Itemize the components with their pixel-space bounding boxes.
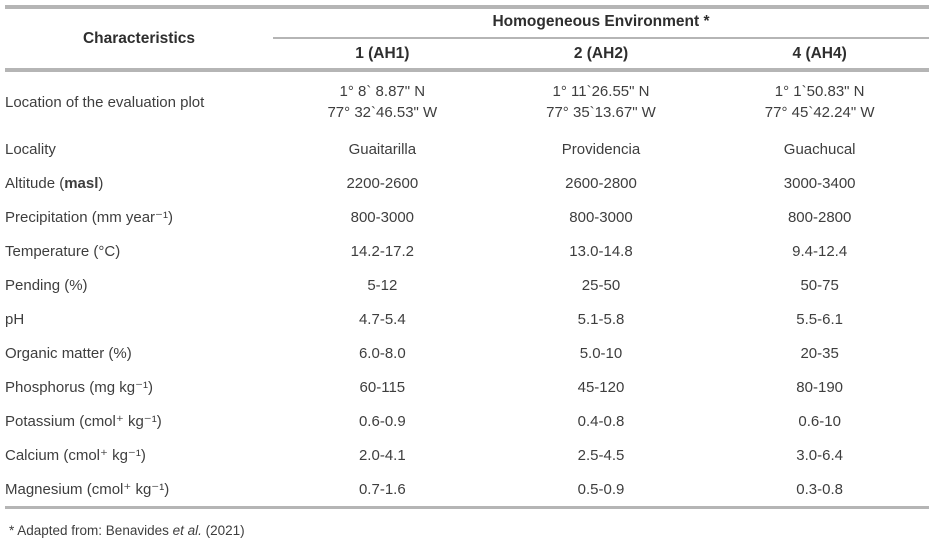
cell-value: 5.5-6.1 <box>796 310 843 328</box>
row-label: Temperature (°C) <box>5 242 121 260</box>
table-row-locality: Locality Guaitarilla Providencia Guachuc… <box>5 132 929 166</box>
label-prefix: Altitude ( <box>5 174 65 192</box>
coordinate-line: 1° 1`50.83" N <box>774 83 865 100</box>
label-bold: masl <box>64 174 99 192</box>
cell-value: 25-50 <box>581 276 621 294</box>
cell-value: 2.0-4.1 <box>358 446 406 464</box>
table-row-potassium: Potassium (cmol⁺ kg⁻¹) 0.6-0.9 0.4-0.8 0… <box>5 404 929 438</box>
row-label: pH <box>5 310 25 328</box>
cell-value: 1° 1`50.83" N 77° 45`42.24" W <box>710 70 929 132</box>
cell-value: 4.7-5.4 <box>358 310 406 328</box>
coordinate-line: 77° 45`42.24" W <box>764 104 875 121</box>
footnote-italic: et al. <box>172 523 202 538</box>
cell-value: 50-75 <box>800 276 839 294</box>
table-row-temperature: Temperature (°C) 14.2-17.2 13.0-14.8 9.4… <box>5 234 929 268</box>
cell-value: 0.4-0.8 <box>577 412 625 430</box>
cell-value: 2200-2600 <box>346 174 419 192</box>
row-label: Locality <box>5 140 56 158</box>
cell-value: 60-115 <box>359 378 406 396</box>
cell-value: 0.6-0.9 <box>358 412 406 430</box>
col-header-ah4: 4 (AH4) <box>710 38 929 72</box>
table-row-calcium: Calcium (cmol⁺ kg⁻¹) 2.0-4.1 2.5-4.5 3.0… <box>5 438 929 472</box>
cell-value: 20-35 <box>800 344 839 362</box>
table-header: Characteristics Homogeneous Environment … <box>5 7 929 72</box>
row-label: Pending (%) <box>5 276 88 294</box>
row-label: Precipitation (mm year⁻¹) <box>5 209 173 226</box>
cell-value: Guaitarilla <box>348 140 417 158</box>
footnote-suffix: (2021) <box>201 523 245 538</box>
row-label: Magnesium (cmol⁺ kg⁻¹) <box>5 472 273 509</box>
group-header-row: Characteristics Homogeneous Environment … <box>5 7 929 72</box>
cell-value: 1° 8` 8.87" N 77° 32`46.53" W <box>273 70 492 132</box>
table-body: Location of the evaluation plot 1° 8` 8.… <box>5 70 929 509</box>
cell-value: 3000-3400 <box>783 174 856 192</box>
cell-value: Guachucal <box>783 140 856 158</box>
cell-value: 3.0-6.4 <box>796 446 843 464</box>
group-header: Homogeneous Environment * <box>273 7 929 39</box>
table-row-magnesium: Magnesium (cmol⁺ kg⁻¹) 0.7-1.6 0.5-0.9 0… <box>5 472 929 509</box>
cell-value: 800-3000 <box>350 208 415 226</box>
coordinate-line: 1° 8` 8.87" N <box>339 83 426 100</box>
footnote-prefix: * Adapted from: Benavides <box>9 523 173 538</box>
cell-value: 5.0-10 <box>579 344 623 362</box>
table-row-organic-matter: Organic matter (%) 6.0-8.0 5.0-10 20-35 <box>5 336 929 370</box>
table-row-pending: Pending (%) 5-12 25-50 50-75 <box>5 268 929 302</box>
characteristics-table: Characteristics Homogeneous Environment … <box>5 5 929 509</box>
table-row-phosphorus: Phosphorus (mg kg⁻¹) 60-115 45-120 80-19… <box>5 370 929 404</box>
cell-value: 800-3000 <box>569 208 633 226</box>
label-suffix: ) <box>98 174 104 192</box>
column-header-row: 1 (AH1) 2 (AH2) 4 (AH4) <box>5 38 929 72</box>
table-row-precipitation: Precipitation (mm year⁻¹) 800-3000 800-3… <box>5 200 929 234</box>
row-label: Potassium (cmol⁺ kg⁻¹) <box>5 413 162 430</box>
row-label: Organic matter (%) <box>5 344 132 362</box>
table-footnote: * Adapted from: Benavides et al. (2021) <box>9 523 929 538</box>
cell-value: 2.5-4.5 <box>577 446 625 464</box>
cell-value: 0.6-10 <box>798 412 841 430</box>
cell-value: 14.2-17.2 <box>350 242 415 260</box>
cell-value: 1° 11`26.55" N 77° 35`13.67" W <box>492 70 711 132</box>
table-row-altitude: Altitude (masl) 2200-2600 2600-2800 3000… <box>5 166 929 200</box>
cell-value: 80-190 <box>796 378 844 396</box>
cell-value: 0.7-1.6 <box>273 472 492 509</box>
coordinate-line: 1° 11`26.55" N <box>552 83 650 100</box>
cell-value: 2600-2800 <box>565 174 637 192</box>
cell-value: 0.5-0.9 <box>491 472 711 509</box>
cell-value: 6.0-8.0 <box>358 344 406 362</box>
cell-value: Providencia <box>561 140 641 158</box>
cell-value: 13.0-14.8 <box>569 242 633 260</box>
row-label: Altitude (masl) <box>5 166 273 200</box>
cell-value: 5-12 <box>367 276 398 294</box>
table-row-ph: pH 4.7-5.4 5.1-5.8 5.5-6.1 <box>5 302 929 336</box>
cell-value: 9.4-12.4 <box>792 242 848 260</box>
coordinate-line: 77° 35`13.67" W <box>546 104 656 121</box>
cell-value: 800-2800 <box>787 208 852 226</box>
cell-value: 5.1-5.8 <box>577 310 625 328</box>
cell-value: 0.3-0.8 <box>710 472 929 509</box>
col-header-ah1: 1 (AH1) <box>273 38 492 72</box>
table-row-location: Location of the evaluation plot 1° 8` 8.… <box>5 70 929 132</box>
row-label: Phosphorus (mg kg⁻¹) <box>5 379 153 396</box>
row-label: Location of the evaluation plot <box>5 93 205 111</box>
col-header-ah2: 2 (AH2) <box>491 38 711 72</box>
characteristics-header: Characteristics <box>5 7 273 72</box>
coordinate-line: 77° 32`46.53" W <box>327 104 438 121</box>
cell-value: 45-120 <box>577 378 625 396</box>
row-label: Calcium (cmol⁺ kg⁻¹) <box>5 447 146 464</box>
